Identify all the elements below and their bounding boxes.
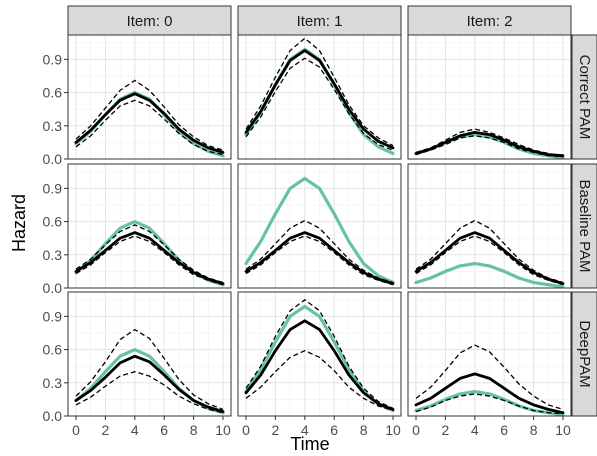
y-tick-label: 0.6 xyxy=(43,342,63,358)
panel: 0.0 0.3 0.6 0.9 xyxy=(43,163,232,296)
x-tick-label: 0 xyxy=(242,422,250,438)
estimate-line xyxy=(414,372,565,415)
lower-bound-line xyxy=(75,99,224,156)
row-strip-label: DeepPAM xyxy=(576,320,593,387)
panel xyxy=(237,34,402,160)
column-strip xyxy=(237,5,402,36)
lower-bound-line xyxy=(245,57,394,151)
column-strip xyxy=(407,5,572,36)
truth-line xyxy=(414,390,565,417)
x-tick-label: 0 xyxy=(72,422,80,438)
upper-bound-line xyxy=(75,224,224,284)
panels-layer: Item: 0 Item: 1 Item: 2 Correct PAM Baseline… xyxy=(43,5,597,438)
y-tick-label: 0.3 xyxy=(43,375,63,391)
upper-bound-line xyxy=(75,328,224,411)
estimate-line xyxy=(74,92,225,154)
row-strip-label: Baseline PAM xyxy=(576,179,593,272)
row-strip xyxy=(571,34,597,160)
panel: 0.0 0.3 0.6 0.9 0 2 4 6 8 10 xyxy=(43,291,232,438)
upper-bound-line xyxy=(75,79,224,151)
x-axis-title: Time xyxy=(290,434,329,454)
panel: 0.0 0.3 0.6 0.9 xyxy=(43,34,232,167)
upper-bound-line xyxy=(415,344,564,411)
panel-border xyxy=(407,163,572,289)
x-tick-label: 8 xyxy=(530,422,538,438)
x-tick-label: 4 xyxy=(471,422,479,438)
x-tick-label: 6 xyxy=(330,422,338,438)
lower-bound-line xyxy=(415,235,564,286)
panel-border xyxy=(407,291,572,417)
row-strip-label: Correct PAM xyxy=(576,55,593,140)
upper-bound-line xyxy=(245,298,394,409)
x-tick-label: 10 xyxy=(385,422,401,438)
x-tick-label: 10 xyxy=(215,422,231,438)
x-tick-label: 4 xyxy=(131,422,139,438)
y-axis-title: Hazard xyxy=(9,194,29,252)
y-tick-label: 0.3 xyxy=(43,118,63,134)
panel: 0 2 4 6 8 10 xyxy=(237,291,402,438)
panel-border xyxy=(67,34,232,160)
estimate-line xyxy=(244,319,395,411)
panel-border xyxy=(67,163,232,289)
upper-bound-line xyxy=(245,37,394,147)
upper-bound-line xyxy=(245,219,394,284)
x-tick-label: 2 xyxy=(442,422,450,438)
row-strip xyxy=(571,163,597,289)
row-strip xyxy=(571,291,597,417)
x-tick-label: 6 xyxy=(500,422,508,438)
lower-bound-line xyxy=(75,235,224,286)
y-tick-label: 0.6 xyxy=(43,85,63,101)
lower-bound-line xyxy=(245,235,394,286)
panel-border xyxy=(67,291,232,417)
y-tick-label: 0.9 xyxy=(43,308,63,324)
y-tick-label: 0.9 xyxy=(43,51,63,67)
x-tick-label: 4 xyxy=(301,422,309,438)
y-tick-label: 0.0 xyxy=(43,408,63,424)
y-tick-label: 0.3 xyxy=(43,247,63,263)
panel xyxy=(407,34,572,160)
y-tick-label: 0.0 xyxy=(43,280,63,296)
lower-bound-line xyxy=(245,349,394,412)
column-strip-label: Item: 2 xyxy=(467,13,513,30)
panel-border xyxy=(407,34,572,160)
x-tick-label: 8 xyxy=(190,422,198,438)
x-tick-label: 0 xyxy=(412,422,420,438)
column-strip-label: Item: 0 xyxy=(127,13,173,30)
panel xyxy=(237,163,402,289)
lower-bound-line xyxy=(415,393,564,415)
estimate-line xyxy=(414,231,565,286)
panel xyxy=(407,163,572,289)
panel: 0 2 4 6 8 10 xyxy=(407,291,572,438)
truth-line xyxy=(414,262,565,289)
estimate-line xyxy=(244,231,395,286)
estimate-line xyxy=(74,354,225,414)
y-tick-label: 0.0 xyxy=(43,151,63,167)
estimate-line xyxy=(74,231,225,286)
estimate-line xyxy=(244,49,395,150)
truth-line xyxy=(244,176,395,285)
x-tick-label: 8 xyxy=(360,422,368,438)
x-tick-label: 2 xyxy=(102,422,110,438)
panel-border xyxy=(237,163,402,289)
lower-bound-line xyxy=(75,371,224,414)
y-tick-label: 0.9 xyxy=(43,180,63,196)
x-tick-label: 6 xyxy=(160,422,168,438)
column-strip xyxy=(67,5,232,36)
x-tick-label: 2 xyxy=(272,422,280,438)
column-strip-label: Item: 1 xyxy=(297,13,343,30)
upper-bound-line xyxy=(415,219,564,284)
y-tick-label: 0.6 xyxy=(43,214,63,230)
x-tick-label: 10 xyxy=(555,422,571,438)
estimate-line xyxy=(414,130,565,158)
panel-border xyxy=(237,291,402,417)
panel-border xyxy=(237,34,402,160)
